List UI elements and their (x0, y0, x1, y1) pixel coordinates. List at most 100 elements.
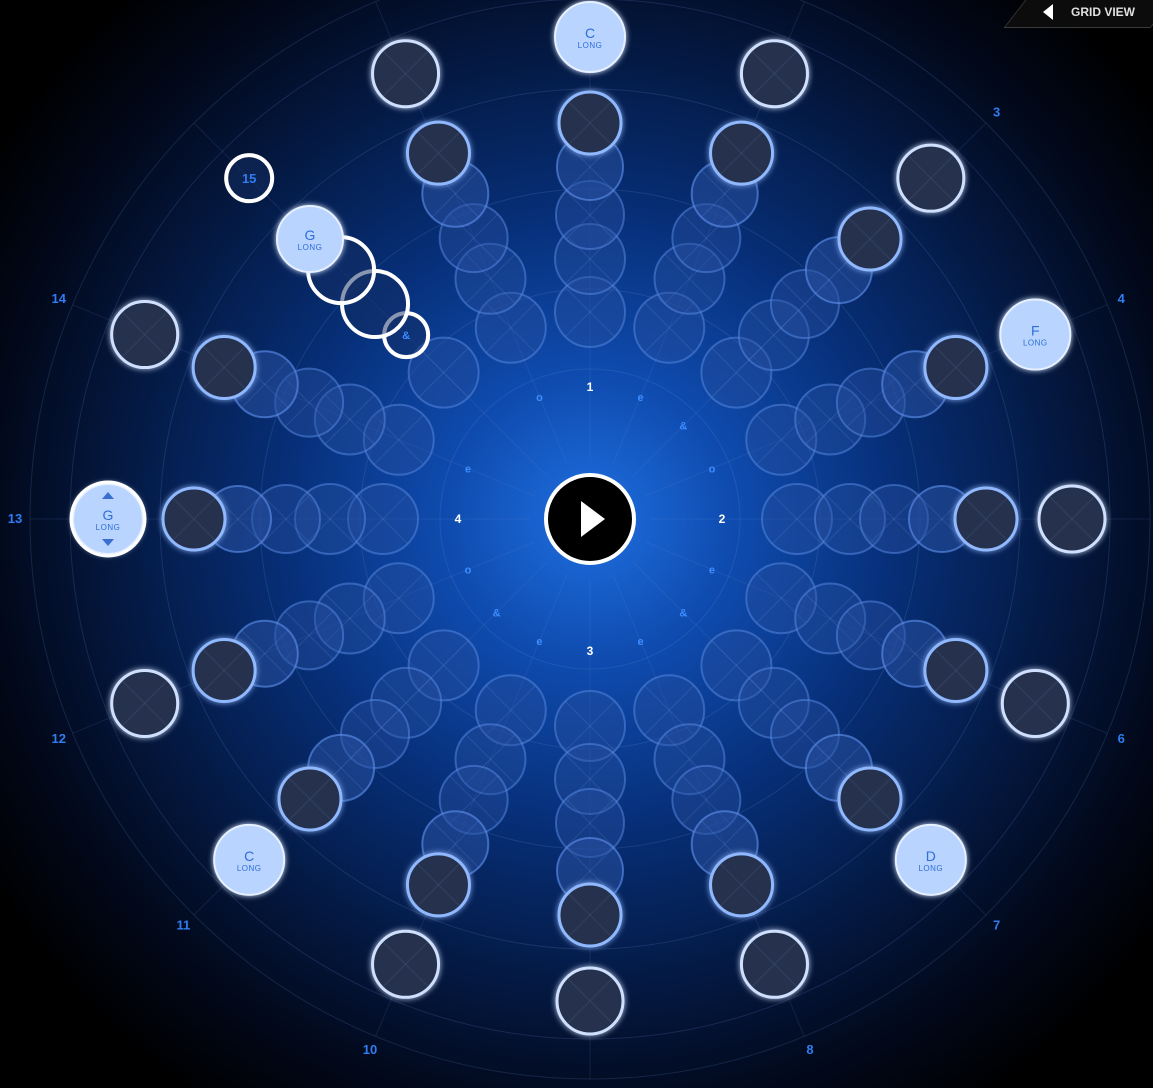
step-cell[interactable] (370, 666, 443, 739)
step-cell[interactable] (294, 483, 366, 555)
step-cell[interactable] (709, 120, 775, 186)
note-circle (213, 823, 286, 896)
step-cell[interactable] (837, 206, 903, 272)
step-cell[interactable] (737, 666, 810, 739)
cell-circle (454, 723, 527, 796)
step-cell[interactable] (371, 39, 441, 109)
cell-crosshair (565, 798, 615, 848)
step-cell[interactable] (474, 674, 547, 747)
step-cell[interactable] (371, 929, 441, 999)
cell-crosshair (750, 50, 798, 98)
step-cell[interactable] (709, 852, 775, 918)
step-cell[interactable] (953, 486, 1019, 552)
step-number: 8 (806, 1042, 813, 1057)
step-cell[interactable] (1037, 484, 1107, 554)
step-cell[interactable] (700, 336, 773, 409)
sub-marker: e (536, 636, 542, 648)
arrow-down-icon[interactable] (102, 539, 114, 546)
step-cell[interactable] (554, 690, 626, 762)
step-cell[interactable] (251, 484, 321, 554)
cell-crosshair (465, 734, 516, 785)
step-cell[interactable] (362, 562, 435, 635)
cell-crosshair (772, 494, 822, 544)
step-number: 12 (52, 731, 66, 746)
step-cell[interactable] (405, 120, 471, 186)
step-cell[interactable] (110, 300, 180, 370)
step-cell[interactable] (923, 334, 989, 400)
step-cell[interactable] (161, 486, 227, 552)
cell-crosshair (485, 302, 536, 353)
step-cell[interactable] (277, 766, 343, 832)
step-cell[interactable] (554, 223, 626, 295)
step-cell[interactable] (191, 334, 257, 400)
step-cell[interactable] (794, 383, 867, 456)
step-cell[interactable] (407, 336, 480, 409)
cell-crosshair (324, 394, 375, 445)
cell-crosshair (171, 496, 217, 542)
cell-crosshair (869, 494, 919, 544)
step-cell[interactable] (554, 276, 626, 348)
step-cell[interactable] (405, 852, 471, 918)
step-cell[interactable] (745, 562, 818, 635)
step-cell[interactable] (761, 483, 833, 555)
step-cell[interactable] (1000, 668, 1070, 738)
grid-view-button[interactable]: GRID VIEW (1003, 0, 1153, 28)
step-cell[interactable] (313, 582, 386, 655)
step-cell[interactable] (737, 299, 810, 372)
step-cell[interactable] (739, 929, 809, 999)
cell-crosshair (373, 414, 424, 465)
step-cell[interactable] (191, 638, 257, 704)
step-cell[interactable] (474, 291, 547, 364)
active-step-label: 15 (242, 171, 256, 186)
step-cell[interactable] (557, 90, 623, 156)
cell-crosshair (202, 648, 247, 693)
step-cell[interactable] (837, 766, 903, 832)
cell-crosshair (565, 287, 615, 337)
step-cell[interactable] (633, 674, 706, 747)
sub-marker: o (536, 392, 543, 404)
play-button[interactable] (544, 473, 636, 565)
step-cell[interactable] (653, 723, 726, 796)
cell-crosshair (202, 345, 247, 390)
step-cell[interactable] (557, 882, 623, 948)
step-cell[interactable] (555, 180, 625, 250)
cell-crosshair (750, 940, 798, 988)
step-cell[interactable] (700, 629, 773, 702)
step-cell[interactable] (653, 242, 726, 315)
arrow-up-icon[interactable] (102, 492, 114, 499)
step-number: 10 (363, 1042, 377, 1057)
step-cell[interactable] (555, 966, 625, 1036)
step-cell[interactable] (745, 403, 818, 476)
step-cell[interactable] (313, 383, 386, 456)
active-step-cell[interactable]: 15 (224, 153, 275, 204)
cell-circle (191, 334, 257, 400)
cell-crosshair (449, 775, 498, 825)
step-cell[interactable] (923, 638, 989, 704)
step-cell[interactable] (362, 403, 435, 476)
step-cell[interactable] (814, 483, 886, 555)
step-cell[interactable] (407, 629, 480, 702)
step-cell[interactable] (454, 242, 527, 315)
step-cell[interactable] (739, 39, 809, 109)
beat-label: 4 (455, 512, 462, 526)
step-cell[interactable] (633, 291, 706, 364)
step-cell[interactable] (347, 483, 419, 555)
cell-crosshair (748, 677, 799, 728)
step-cell[interactable] (896, 143, 966, 213)
cell-crosshair (756, 414, 807, 465)
step-cell[interactable] (454, 723, 527, 796)
cell-circle (739, 929, 809, 999)
step-cell[interactable] (794, 582, 867, 655)
step-cell[interactable] (554, 743, 626, 815)
step-cell[interactable] (110, 668, 180, 738)
cell-crosshair (756, 573, 807, 624)
cell-crosshair (324, 593, 375, 644)
guide-ring (29, 0, 1151, 1080)
cell-circle (653, 723, 726, 796)
